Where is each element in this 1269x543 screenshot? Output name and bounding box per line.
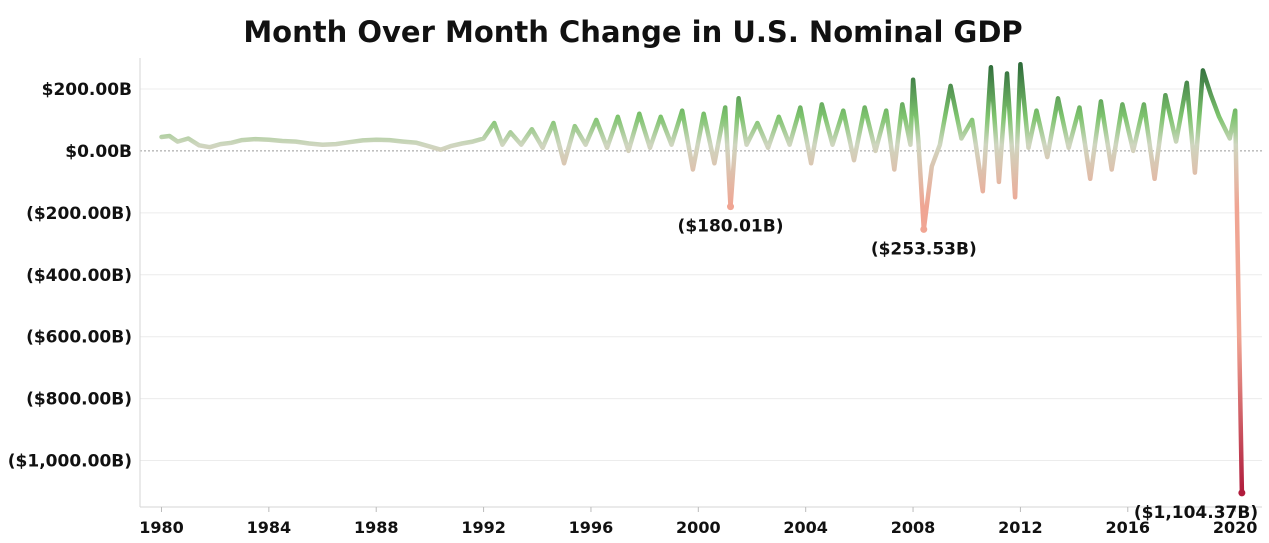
- x-tick-label: 1996: [569, 518, 614, 537]
- grid-lines: [139, 58, 1262, 508]
- x-tick-label: 1984: [247, 518, 292, 537]
- annotation-point: [920, 225, 928, 233]
- y-tick-label: $0.00B: [65, 142, 132, 162]
- x-tick-label: 2008: [891, 518, 936, 537]
- y-tick-label: ($200.00B): [26, 204, 132, 224]
- annotation-point: [727, 203, 735, 211]
- x-tick-label: 2004: [783, 518, 828, 537]
- y-tick-label: $200.00B: [42, 80, 132, 100]
- annotation-label: ($1,104.37B): [1134, 503, 1258, 523]
- x-tick-label: 1992: [461, 518, 506, 537]
- annotations: ($180.01B) ($253.53B) ($1,104.37B): [678, 203, 1258, 523]
- y-tick-label: ($600.00B): [26, 328, 132, 348]
- annotation-point: [1238, 489, 1246, 497]
- x-tick-label: 2012: [998, 518, 1043, 537]
- series-line: [159, 61, 1245, 496]
- annotation-label: ($253.53B): [871, 239, 977, 259]
- x-axis-ticks: 1980 1984 1988 1992 1996 2000 2004 2008 2012 2016…: [139, 507, 1257, 537]
- x-tick-label: 2000: [676, 518, 721, 537]
- annotation-label: ($180.01B): [678, 217, 784, 237]
- series-line-group: [159, 61, 1245, 496]
- x-tick-label: 2020: [1213, 518, 1258, 537]
- y-tick-label: ($800.00B): [26, 390, 132, 410]
- y-axis-ticks: $200.00B $0.00B ($200.00B) ($400.00B) ($600.…: [8, 80, 132, 472]
- x-tick-label: 1988: [354, 518, 399, 537]
- y-tick-label: ($400.00B): [26, 266, 132, 286]
- chart-title: Month Over Month Change in U.S. Nominal …: [243, 15, 1022, 49]
- x-tick-label: 1980: [139, 518, 184, 537]
- y-tick-label: ($1,000.00B): [8, 452, 132, 472]
- x-tick-label: 2016: [1106, 518, 1151, 537]
